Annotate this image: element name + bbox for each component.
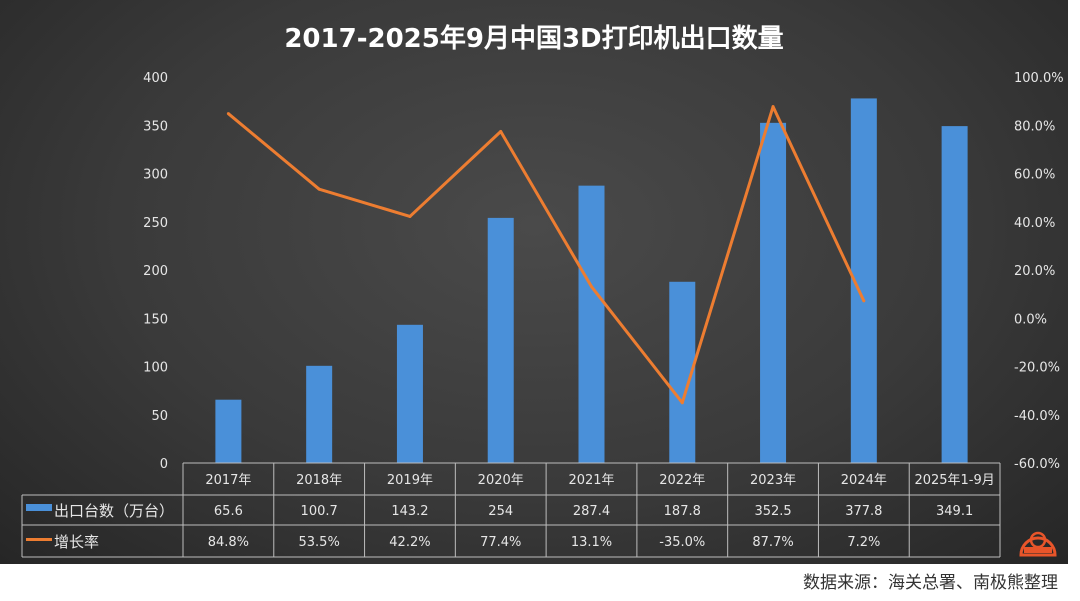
- right-axis-tick-label: 60.0%: [1014, 168, 1055, 183]
- bar-data-label: 377.8: [845, 504, 882, 519]
- line-data-label: 87.7%: [752, 535, 793, 550]
- bar: [487, 217, 514, 463]
- line-data-label: 77.4%: [480, 535, 521, 550]
- right-axis-tick-label: 40.0%: [1014, 216, 1055, 231]
- left-axis-tick-label: 300: [143, 168, 168, 183]
- growth-rate-point: [408, 214, 412, 218]
- left-axis-tick-label: 100: [143, 361, 168, 376]
- left-axis-tick-label: 250: [143, 216, 168, 231]
- x-axis-category-label: 2021年: [568, 473, 614, 488]
- x-axis-category-label: 2020年: [478, 473, 524, 488]
- x-axis-category-label: 2019年: [387, 473, 433, 488]
- legend-label-growth: 增长率: [54, 533, 99, 551]
- bar-data-label: 352.5: [754, 504, 791, 519]
- line-data-label: 42.2%: [389, 535, 430, 550]
- x-axis-category-label: 2024年: [841, 473, 887, 488]
- bar-data-label: 100.7: [301, 504, 338, 519]
- left-axis-tick-label: 400: [143, 71, 168, 86]
- left-axis-tick-label: 0: [160, 457, 168, 472]
- growth-rate-point: [680, 401, 684, 405]
- right-axis-tick-label: -20.0%: [1014, 361, 1060, 376]
- x-axis-category-label: 2023年: [750, 473, 796, 488]
- polar-bear-logo: [1018, 523, 1058, 561]
- legend-line-swatch: [26, 538, 52, 541]
- legend-bar-swatch: [26, 504, 52, 511]
- chart-panel: [0, 0, 1068, 564]
- bar: [215, 399, 242, 463]
- bar-data-label: 349.1: [936, 504, 973, 519]
- chart-title: 2017-2025年9月中国3D打印机出口数量: [284, 24, 784, 54]
- left-axis-tick-label: 200: [143, 264, 168, 279]
- right-axis-tick-label: 100.0%: [1014, 71, 1064, 86]
- bar: [306, 365, 333, 463]
- x-axis-category-label: 2022年: [659, 473, 705, 488]
- line-data-label: -35.0%: [659, 535, 705, 550]
- bar: [760, 122, 787, 464]
- bar-data-label: 287.4: [573, 504, 610, 519]
- chart-svg: 0 50 100 150 200 250 300 350 400 -60.0% -40.0% -20.…: [21, 71, 1064, 558]
- right-axis-tick-label: 0.0%: [1014, 312, 1047, 327]
- growth-rate-point: [317, 187, 321, 191]
- bar: [941, 126, 968, 463]
- x-axis-category-label: 2018年: [296, 473, 342, 488]
- right-axis-tick-label: 20.0%: [1014, 264, 1055, 279]
- bar-data-label: 187.8: [664, 504, 701, 519]
- growth-rate-line: [227, 105, 866, 405]
- line-data-label: 13.1%: [571, 535, 612, 550]
- growth-rate-point: [499, 130, 503, 134]
- x-axis-category-label: 2017年: [205, 473, 251, 488]
- line-data-label: 7.2%: [847, 535, 880, 550]
- line-data-label: 53.5%: [299, 535, 340, 550]
- left-axis-tick-label: 150: [143, 312, 168, 327]
- bar-data-label: 65.6: [214, 504, 243, 519]
- growth-rate-point: [862, 299, 866, 303]
- right-axis-tick-label: -40.0%: [1014, 409, 1060, 424]
- x-axis-category-label: 2025年1-9月: [914, 473, 994, 488]
- bar: [578, 185, 605, 463]
- growth-rate-point: [590, 285, 593, 289]
- legend-label-exports: 出口台数（万台）: [54, 502, 174, 520]
- growth-rate-point: [771, 105, 775, 109]
- right-axis-tick-label: -60.0%: [1014, 457, 1060, 472]
- data-source-note: 数据来源：海关总署、南极熊整理: [803, 573, 1058, 593]
- right-axis-tick-label: 80.0%: [1014, 119, 1055, 134]
- left-axis-tick-label: 50: [151, 409, 168, 424]
- line-data-label: 84.8%: [208, 535, 249, 550]
- bar-data-label: 143.2: [391, 504, 428, 519]
- growth-rate-point: [226, 112, 230, 116]
- left-axis-tick-label: 350: [143, 119, 168, 134]
- bar: [396, 324, 423, 463]
- bar-data-label: 254: [488, 504, 513, 519]
